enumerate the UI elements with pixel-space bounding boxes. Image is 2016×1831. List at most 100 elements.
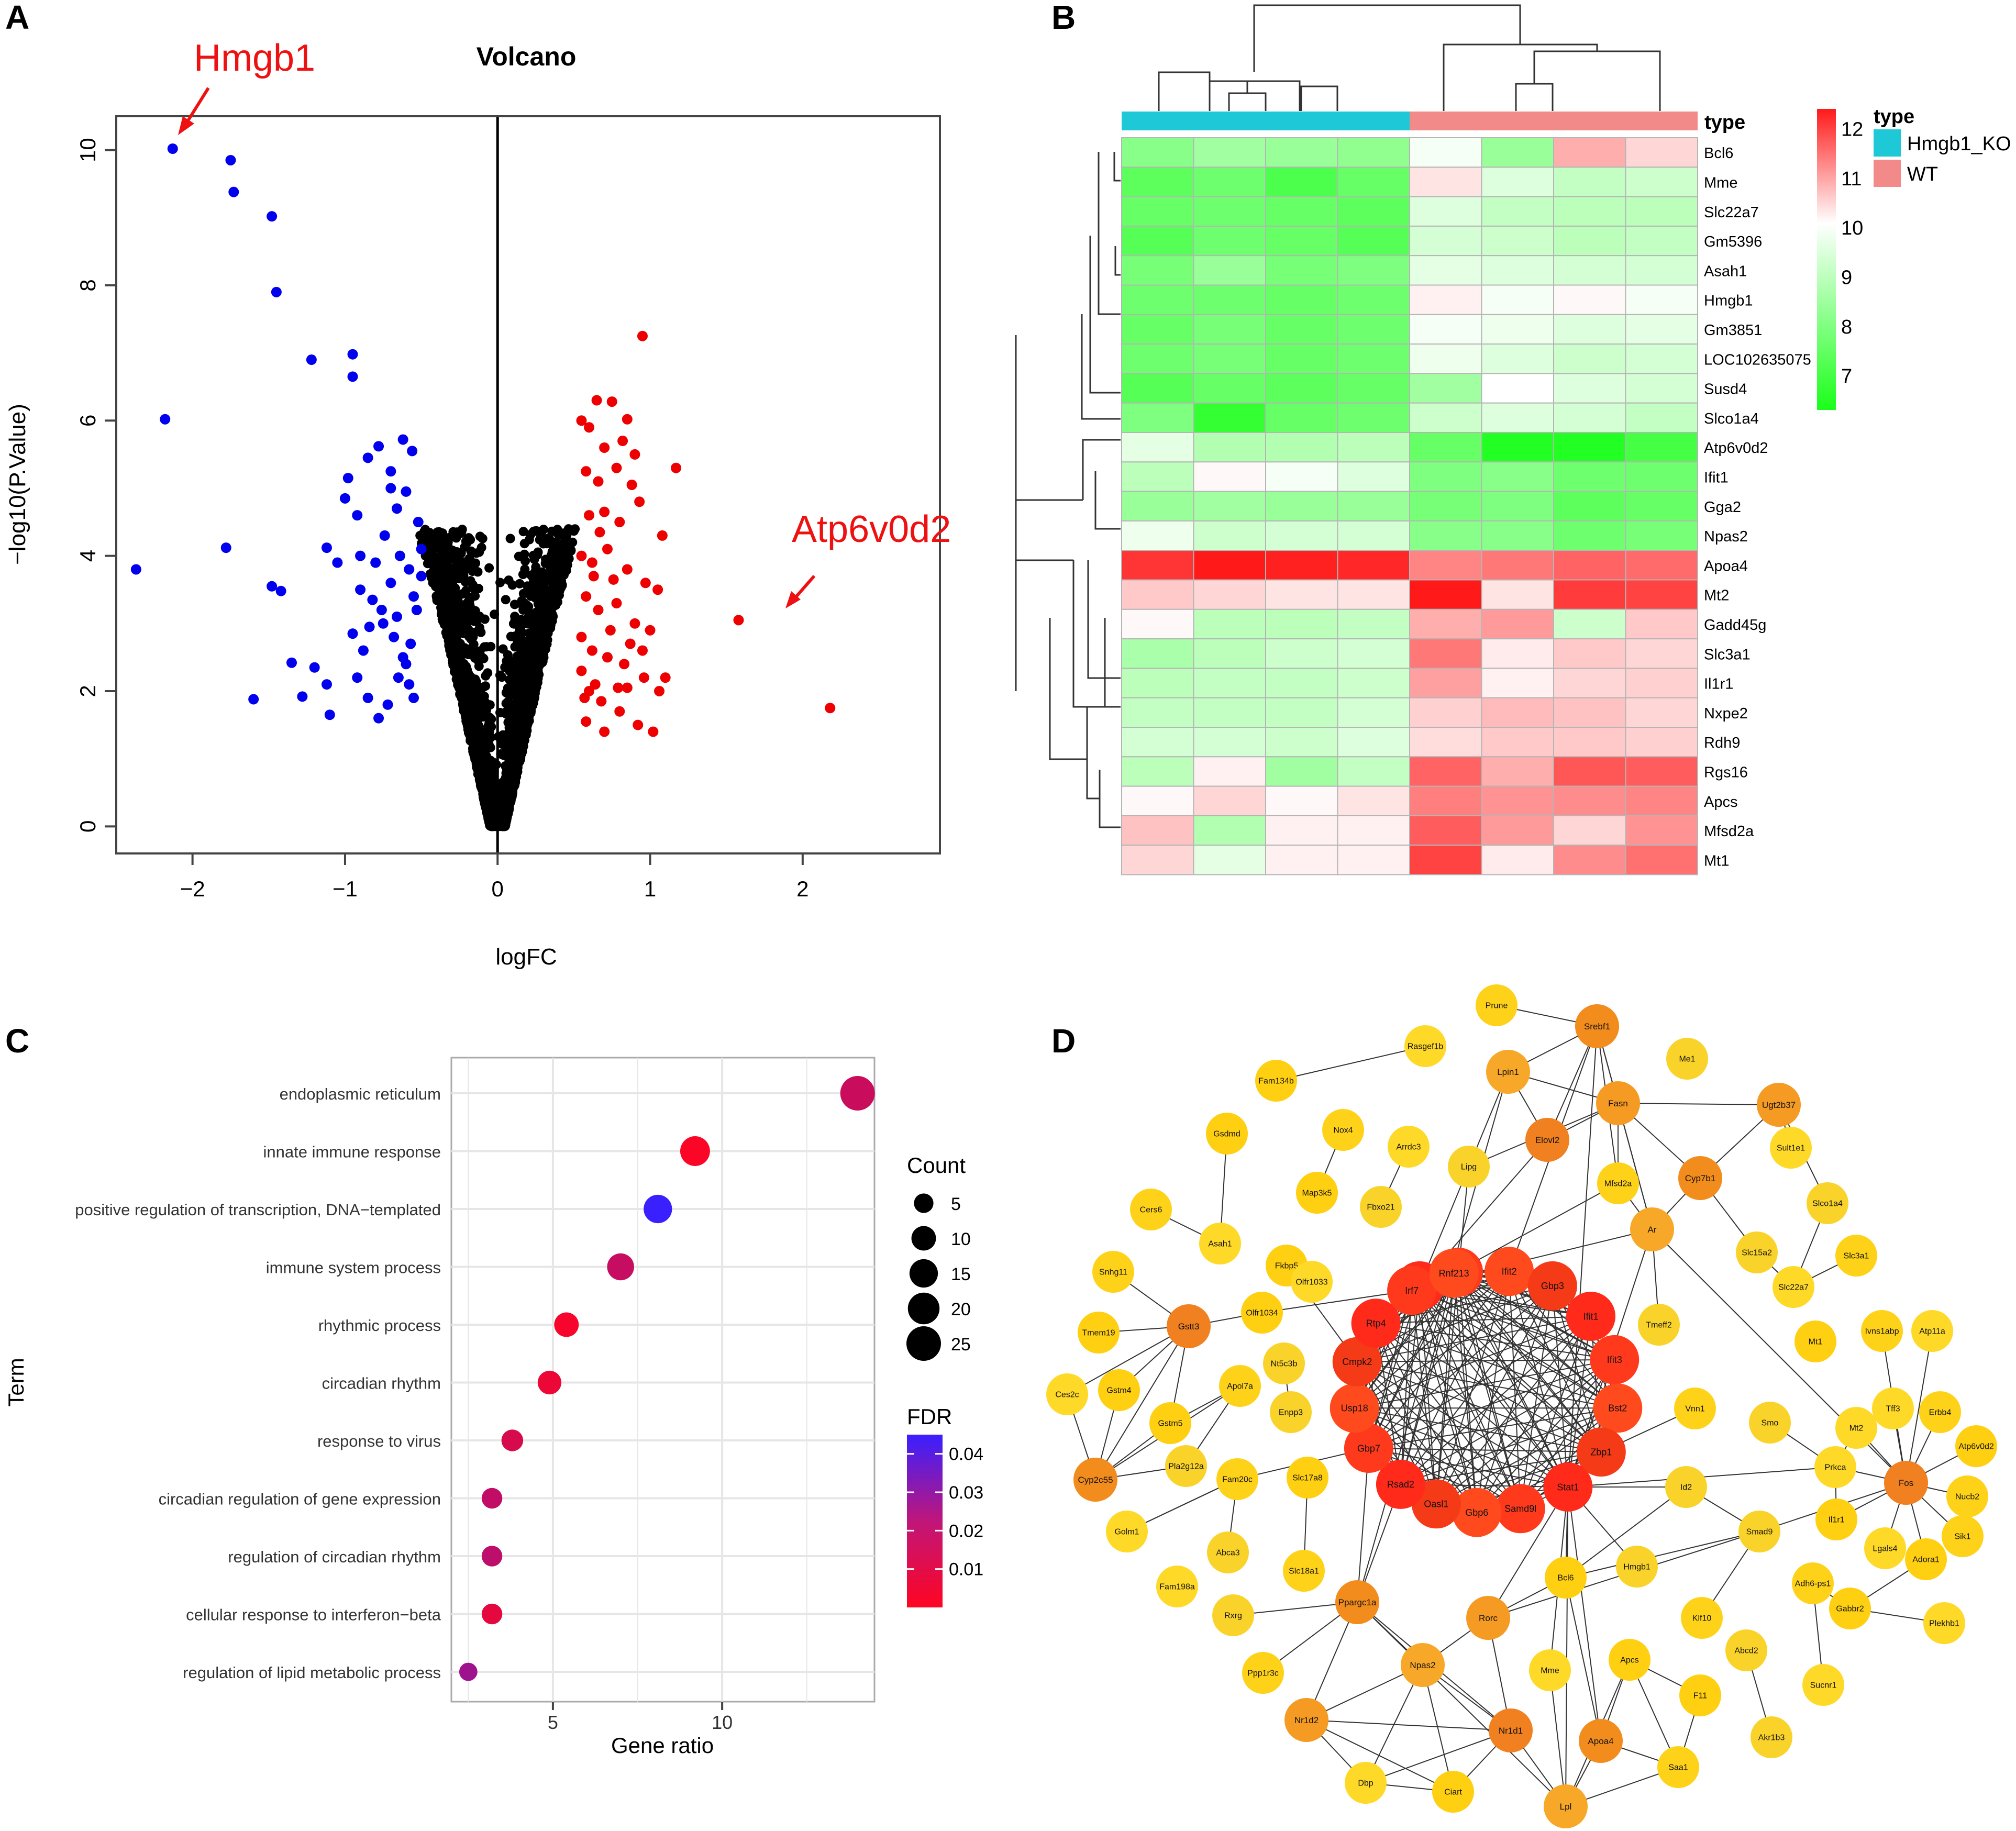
heatmap-cell [1625,550,1698,581]
heatmap-gene-label: Slc3a1 [1704,646,1751,663]
heatmap-cell [1409,668,1482,698]
network-edge [1376,1316,1591,1324]
heatmap-cell [1337,785,1410,816]
volcano-point-ns [539,642,549,652]
volcano-point-up [576,550,587,561]
volcano-point-up [654,685,665,696]
network-edge [1354,1407,1521,1510]
network-node-label: Prkca [1825,1463,1846,1472]
network-node-label: Ivns1abp [1865,1327,1899,1336]
volcano-point-ns [500,802,510,812]
network-node [1330,1383,1379,1433]
volcano-point-down [228,186,239,197]
heatmap-type-label: type [1704,112,1745,134]
network-node-label: Lipg [1461,1163,1477,1172]
network-node [1679,1674,1721,1716]
heatmap-cell [1409,402,1482,434]
annotation-hmgb1: Hmgb1 [194,37,315,79]
network-node [1092,1251,1134,1293]
volcano-point-up [625,638,636,649]
network-node-label: Gstt3 [1178,1322,1200,1331]
legend-label-wt: WT [1907,163,1938,185]
volcano-point-ns [518,527,528,537]
network-edge [1357,1448,1369,1603]
volcano-point-up [594,527,605,538]
network-node-label: Cmpk2 [1342,1357,1372,1367]
network-node-label: Cyp2c55 [1078,1475,1113,1485]
volcano-point-ns [469,646,479,656]
volcano-point-down [391,503,402,514]
dot-plot-x-axis: 5 10 [548,1702,733,1733]
heatmap-cell [1193,638,1266,669]
volcano-point-ns [518,684,528,694]
heatmap-gene-label: Gm5396 [1704,234,1762,250]
volcano-point-ns [452,559,462,569]
heatmap-scale-tick: 8 [1841,316,1852,338]
type-bar-cell [1410,112,1482,130]
heatmap-cell [1553,167,1626,197]
network-node-label: Rtp4 [1366,1318,1386,1329]
volcano-point-down [407,446,418,457]
heatmap-gene-label: Susd4 [1704,381,1747,398]
dot-plot-term-labels: endoplasmic reticulum innate immune respo… [75,1085,441,1682]
volcano-point-down [362,692,373,703]
volcano-point-up [660,672,671,683]
heatmap-gene-labels: Bcl6 Mme Slc22a7 Gm5396 Asah1 Hmgb1 Gm3851 LOC1… [1704,145,1811,869]
heatmap-cell [1337,314,1410,345]
volcano-x-label: logFC [495,944,557,970]
network-edge [1565,1486,1687,1578]
volcano-point-down [271,286,282,297]
heatmap-cell [1481,196,1554,227]
network-node-label: Lpin1 [1497,1067,1519,1077]
network-node [1864,1527,1906,1569]
volcano-point-ns [520,564,530,574]
heatmap-cell [1337,815,1410,846]
network-node-label: Ppargc1a [1338,1597,1377,1607]
network-node [1795,1320,1836,1362]
heatmap-gene-label: Hmgb1 [1704,293,1753,309]
heatmap-cell [1625,402,1698,434]
volcano-point-ns [477,697,486,707]
network-node-label: Rasgef1b [1408,1042,1444,1051]
network-edge [1375,1323,1401,1485]
heatmap-cell [1337,167,1410,197]
volcano-point-down [376,604,387,615]
network-node [1575,1004,1619,1048]
network-node-label: Gbp3 [1541,1281,1564,1291]
network-node-label: Atp6v0d2 [1958,1442,1994,1451]
network-node-label: Elovl2 [1535,1135,1559,1145]
heatmap-cell [1337,225,1410,257]
volcano-point-down [394,550,405,561]
volcano-point-ns [508,736,518,746]
volcano-point-up [588,571,599,582]
volcano-point-ns [505,770,515,780]
heatmap-type-bar [1122,112,1698,130]
network-node [1678,1156,1722,1200]
volcano-point-ns [449,587,459,597]
heatmap-cell [1265,343,1338,374]
network-edge [1453,1273,1569,1488]
network-node [1593,1383,1643,1433]
volcano-point-ns [545,603,555,613]
heatmap-cell [1409,756,1482,787]
network-edge [1453,1272,1618,1409]
volcano-point-down [297,691,308,702]
network-node-label: Nr1d2 [1294,1715,1319,1725]
network-node-label: Npas2 [1410,1660,1435,1670]
volcano-point-up [634,496,645,507]
heatmap-cell [1625,137,1698,168]
volcano-point-ns [431,582,440,592]
heatmap-scale-ticks: 12 11 10 9 8 7 [1841,119,1863,387]
network-node [1287,1457,1328,1499]
network-edge [1365,1730,1511,1783]
network-edge [1376,1323,1615,1360]
heatmap-cell [1193,343,1266,374]
heatmap-cell [1409,225,1482,257]
network-node [1616,1546,1658,1588]
network-node [1351,1299,1401,1348]
volcano-point-ns [523,581,532,591]
network-node [1360,1186,1402,1228]
network-node-label: Nr1d1 [1499,1726,1523,1736]
heatmap-cell [1337,520,1410,551]
network-edge [1306,1719,1511,1731]
